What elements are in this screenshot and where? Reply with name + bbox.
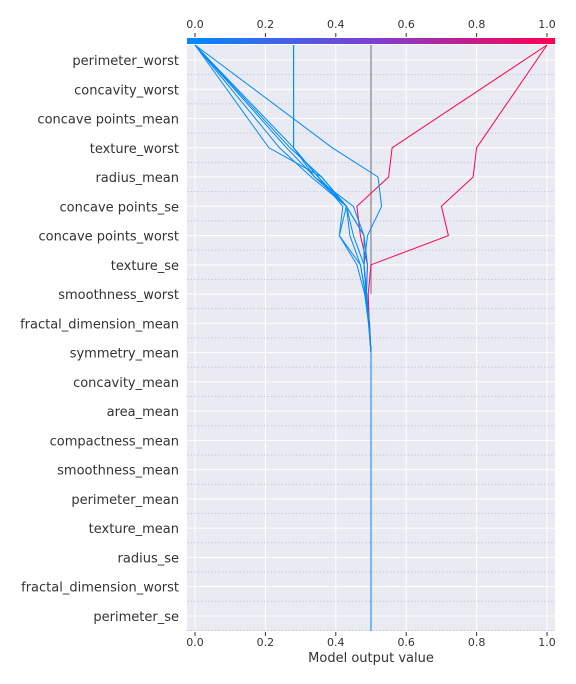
feature-label: texture_se [111, 259, 179, 274]
feature-label: fractal_dimension_worst [21, 581, 179, 596]
feature-label: symmetry_mean [70, 347, 179, 362]
bottom-tick-label: 0.8 [468, 636, 486, 649]
bottom-tick-label: 0.4 [327, 636, 345, 649]
feature-label: concave points_worst [38, 230, 179, 245]
feature-label: radius_se [118, 551, 179, 566]
feature-label: texture_mean [89, 522, 179, 537]
feature-label: fractal_dimension_mean [20, 317, 179, 332]
top-tick-label: 0.2 [257, 18, 275, 31]
feature-label: area_mean [107, 405, 179, 420]
top-tick-label: 1.0 [538, 18, 556, 31]
colorbar [187, 38, 555, 44]
feature-label: concave points_mean [37, 113, 179, 128]
series-line-9 [194, 44, 372, 631]
feature-label: concave points_se [60, 200, 179, 215]
feature-label: smoothness_mean [57, 464, 179, 479]
series-layer [194, 44, 548, 631]
top-tick-label: 0.4 [327, 18, 345, 31]
feature-label: concavity_worst [74, 83, 179, 98]
feature-label: radius_mean [95, 171, 179, 186]
bottom-tick-label: 0.6 [397, 636, 415, 649]
top-axis: 0.0 0.2 0.4 0.6 0.8 1.0 [186, 18, 556, 37]
feature-label: perimeter_mean [71, 493, 179, 508]
x-axis-title: Model output value [308, 651, 434, 666]
feature-label: compactness_mean [50, 434, 179, 449]
bottom-tick-label: 0.0 [186, 636, 204, 649]
bottom-tick-label: 0.2 [257, 636, 275, 649]
feature-label: concavity_mean [73, 376, 179, 391]
bottom-tick-label: 1.0 [538, 636, 556, 649]
top-tick-label: 0.6 [397, 18, 415, 31]
bottom-axis: 0.0 0.2 0.4 0.6 0.8 1.0 [186, 632, 556, 649]
feature-label: smoothness_worst [58, 288, 179, 303]
feature-label: perimeter_worst [72, 54, 179, 69]
top-tick-label: 0.8 [468, 18, 486, 31]
feature-label: texture_worst [90, 142, 179, 157]
feature-label: perimeter_se [93, 610, 179, 625]
top-tick-label: 0.0 [186, 18, 204, 31]
